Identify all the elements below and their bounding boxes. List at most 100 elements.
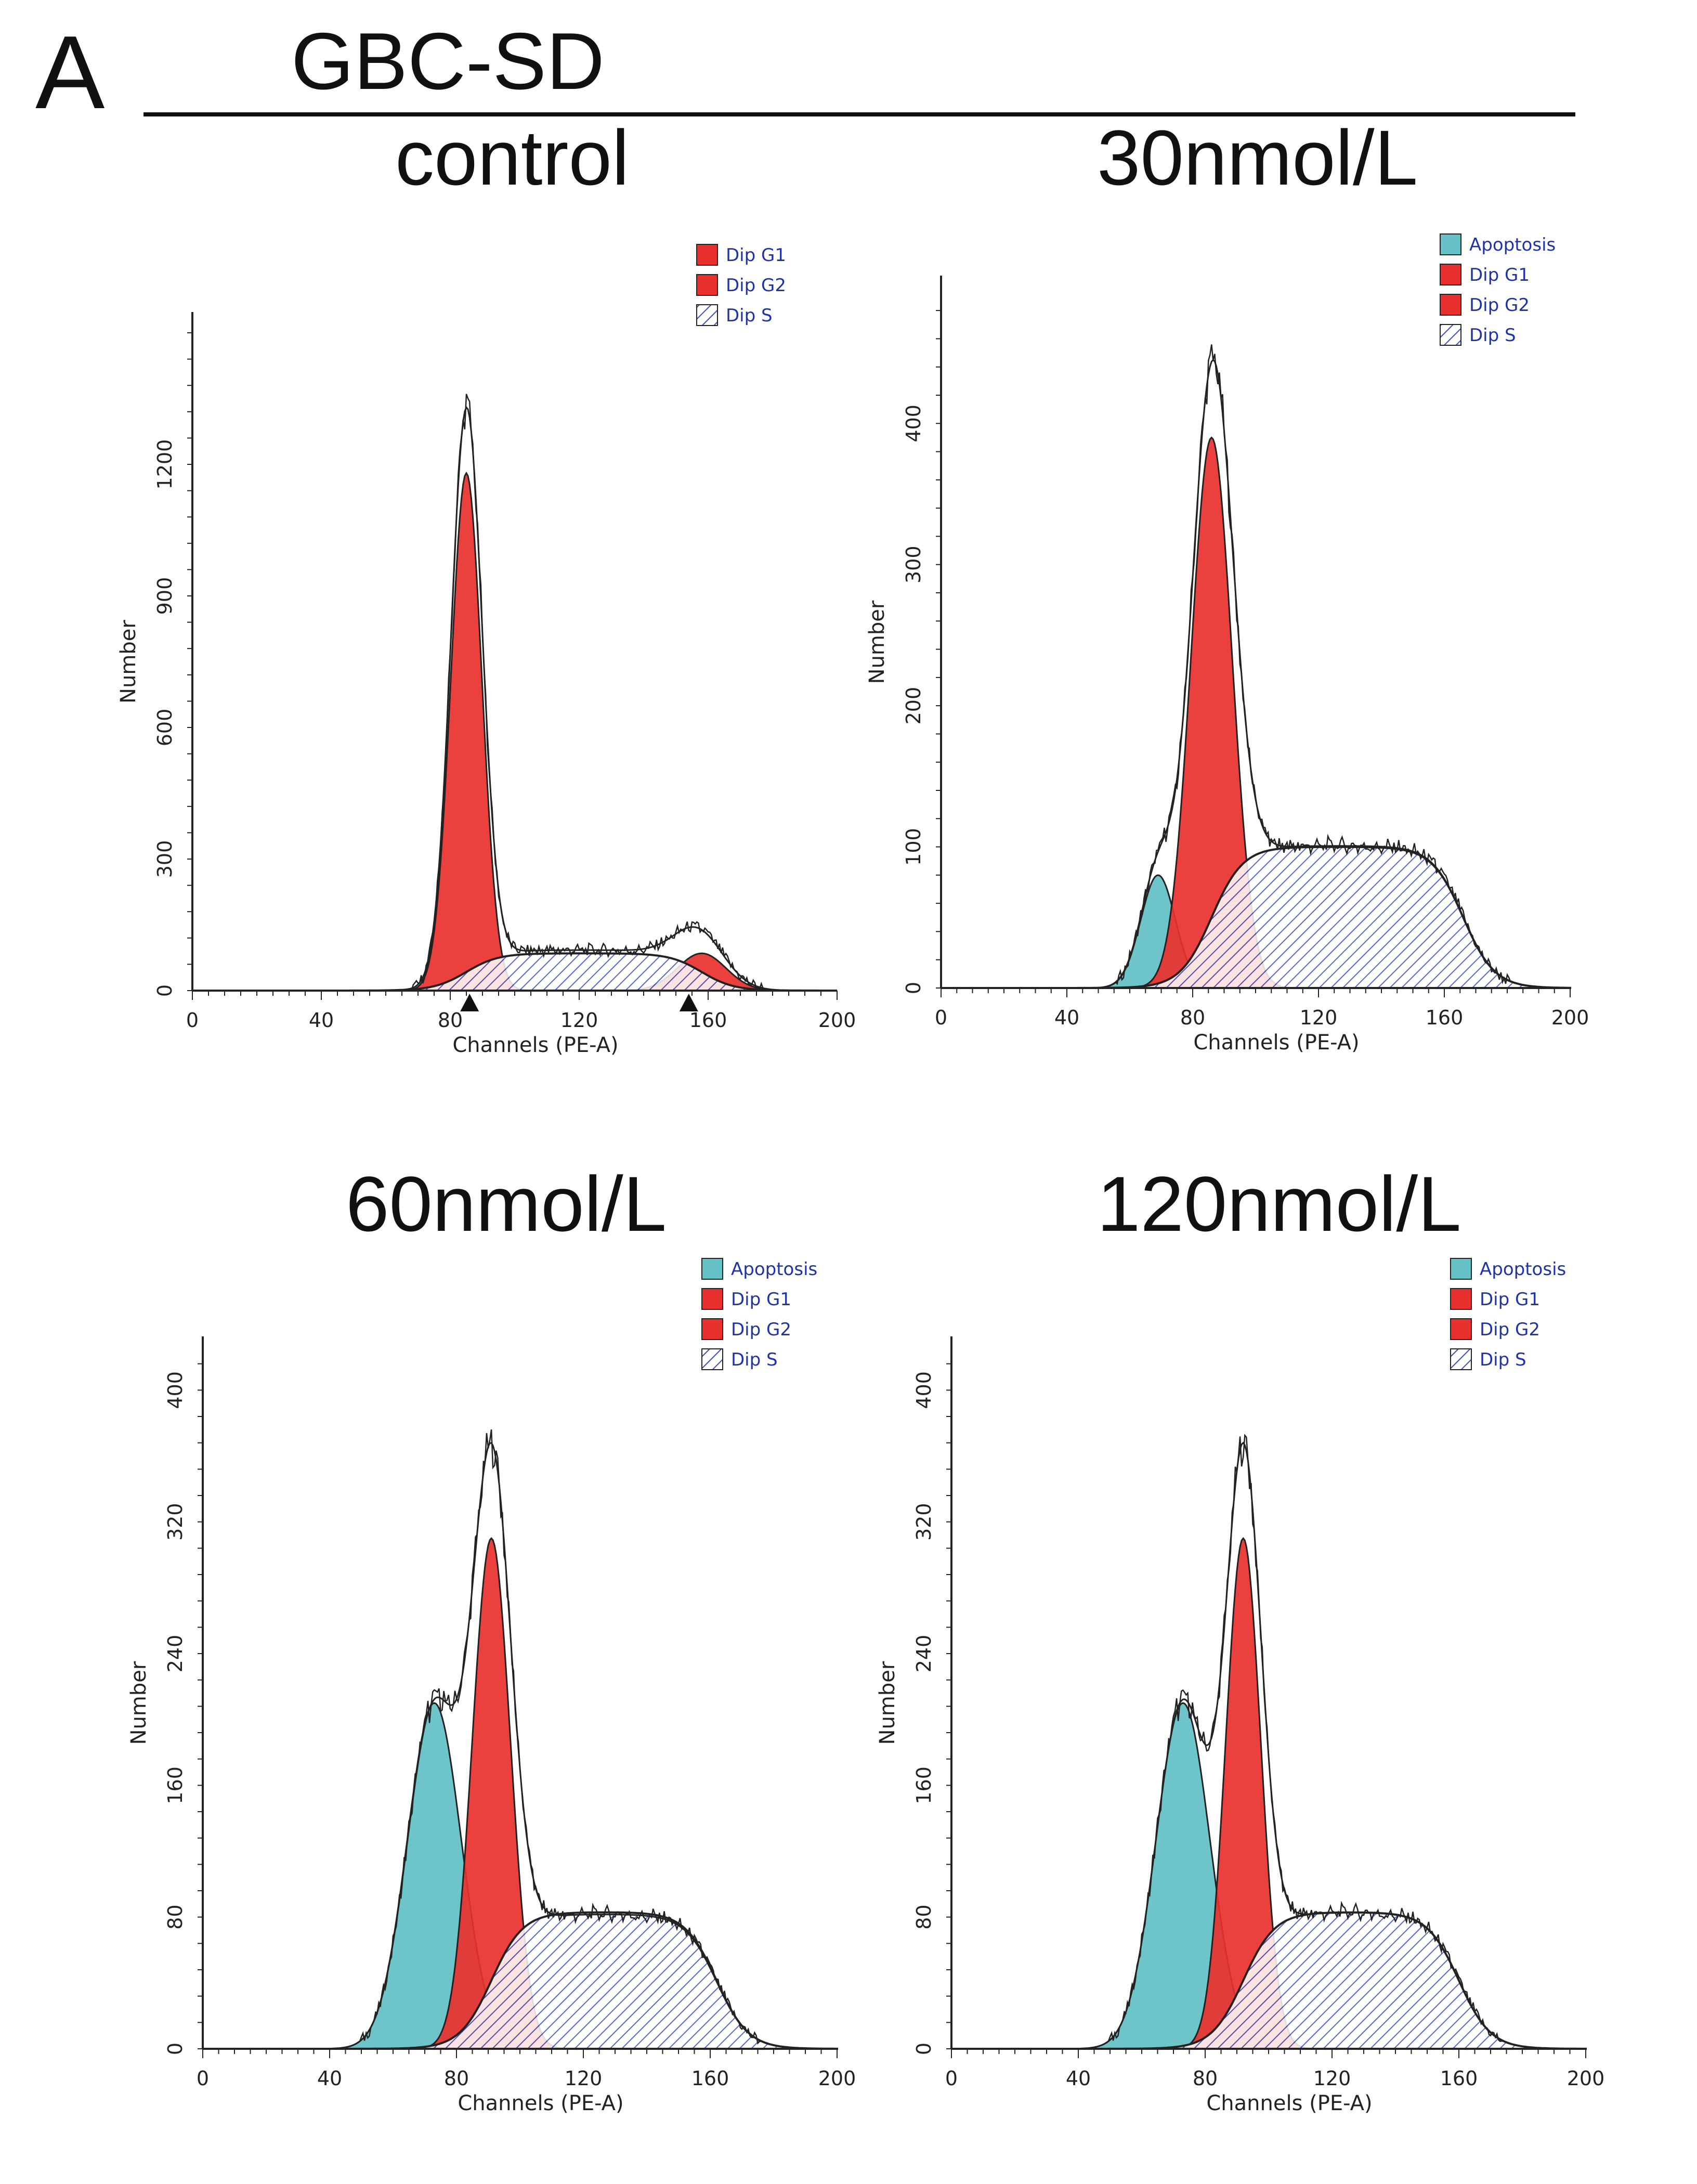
x-tick-label: 80	[438, 1009, 463, 1032]
legend-label-apoptosis: Apoptosis	[1480, 1259, 1566, 1280]
legend-swatch-g1	[1440, 264, 1461, 285]
legend-label-s: Dip S	[1480, 1349, 1526, 1370]
histogram-control: 0 40 80 120 160 200 0 300 600 900 1200 Channels (PE…	[116, 244, 856, 1057]
chart-title-60nmol: 60nmol/L	[346, 1160, 667, 1247]
legend-label-s: Dip S	[726, 305, 773, 326]
x-tick-label: 0	[186, 1009, 199, 1032]
x-tick-label: 120	[560, 1009, 598, 1032]
legend-swatch-g2	[701, 1318, 723, 1340]
legend-label-apoptosis: Apoptosis	[1469, 235, 1556, 255]
x-tick-label: 160	[1440, 2067, 1478, 2090]
legend-swatch-g2	[696, 274, 718, 296]
y-tick-label: 400	[164, 1371, 187, 1409]
x-tick-label: 0	[935, 1006, 947, 1029]
legend-label-g1: Dip G1	[731, 1289, 791, 1310]
x-tick-label: 40	[317, 2067, 342, 2090]
x-axis-title: Channels (PE-A)	[458, 2091, 623, 2115]
dip-s-area	[941, 846, 1571, 989]
x-tick-label: 0	[945, 2067, 958, 2090]
legend-label-g1: Dip G1	[1469, 265, 1530, 285]
x-tick-label: 120	[1300, 1006, 1338, 1029]
y-tick-label: 400	[902, 405, 925, 443]
x-tick-label: 80	[1180, 1006, 1205, 1029]
legend-swatch-g2	[1450, 1318, 1472, 1340]
legend-swatch-apoptosis	[1440, 233, 1461, 255]
y-tick-label: 320	[912, 1503, 935, 1541]
legend-label-g1: Dip G1	[1480, 1289, 1540, 1310]
y-axis-title: Number	[116, 620, 140, 704]
legend-label-g2: Dip G2	[1469, 295, 1530, 316]
y-tick-label: 600	[153, 709, 176, 747]
peak-marker-icon	[460, 994, 479, 1011]
y-tick-label: 1200	[153, 439, 176, 490]
legend-swatch-g1	[701, 1288, 723, 1310]
y-tick-label: 240	[912, 1635, 935, 1673]
x-axis-title: Channels (PE-A)	[452, 1033, 618, 1057]
panel-label: A	[35, 15, 105, 131]
legend-swatch-g1	[696, 244, 718, 266]
legend-label-g2: Dip G2	[726, 275, 786, 296]
cell-line-title: GBC-SD	[291, 16, 605, 106]
chart-title-30nmol: 30nmol/L	[1097, 114, 1418, 201]
legend-swatch-g1	[1450, 1288, 1472, 1310]
x-tick-label: 200	[818, 1009, 856, 1032]
legend-label-g2: Dip G2	[731, 1319, 791, 1340]
x-tick-label: 0	[197, 2067, 209, 2090]
x-tick-label: 160	[691, 2067, 729, 2090]
x-tick-label: 200	[1567, 2067, 1605, 2090]
legend-swatch-apoptosis	[1450, 1258, 1472, 1280]
y-tick-label: 300	[902, 545, 925, 583]
y-tick-label: 0	[902, 982, 925, 994]
y-tick-label: 0	[912, 2043, 935, 2055]
y-tick-label: 320	[164, 1503, 187, 1541]
dip-g1-area	[192, 471, 837, 992]
x-tick-label: 120	[565, 2067, 603, 2090]
x-tick-label: 160	[689, 1009, 727, 1032]
legend-swatch-s	[696, 304, 718, 326]
y-tick-label: 0	[164, 2043, 187, 2055]
y-tick-label: 160	[164, 1766, 187, 1804]
legend-swatch-s	[701, 1348, 723, 1370]
legend-swatch-s	[1440, 324, 1461, 346]
y-tick-label: 80	[164, 1904, 187, 1929]
x-tick-label: 40	[1054, 1006, 1079, 1029]
legend-swatch-g2	[1440, 294, 1461, 316]
x-tick-label: 80	[444, 2067, 469, 2090]
legend-swatch-apoptosis	[701, 1258, 723, 1280]
histogram-30nmol: 0 40 80 120 160 200 0 100 200 300 400 Channels (PE-…	[865, 233, 1589, 1055]
y-tick-label: 160	[912, 1766, 935, 1804]
x-tick-label: 120	[1313, 2067, 1351, 2090]
legend-label-g2: Dip G2	[1480, 1319, 1540, 1340]
x-tick-label: 200	[818, 2067, 856, 2090]
legend-label-g1: Dip G1	[726, 245, 786, 266]
chart-title-120nmol: 120nmol/L	[1097, 1160, 1461, 1247]
model-fit-line	[192, 406, 837, 992]
x-tick-label: 200	[1551, 1006, 1589, 1029]
x-tick-label: 40	[1066, 2067, 1091, 2090]
x-tick-label: 80	[1193, 2067, 1218, 2090]
legend-label-s: Dip S	[731, 1349, 778, 1370]
x-axis-title: Channels (PE-A)	[1206, 2091, 1372, 2115]
y-tick-label: 0	[153, 984, 176, 997]
y-tick-label: 300	[153, 840, 176, 878]
peak-marker-icon	[679, 994, 698, 1011]
y-axis-title: Number	[127, 1661, 151, 1745]
chart-title-control: control	[395, 114, 630, 201]
y-tick-label: 240	[164, 1635, 187, 1673]
x-tick-label: 40	[309, 1009, 334, 1032]
legend-label-s: Dip S	[1469, 325, 1516, 346]
histogram-60nmol: 0 40 80 120 160 200 0 80 160 240 320 400 Channels (P…	[127, 1258, 856, 2115]
y-tick-label: 400	[912, 1371, 935, 1409]
y-axis-title: Number	[865, 600, 889, 684]
y-axis-title: Number	[876, 1661, 899, 1745]
y-tick-label: 100	[902, 828, 925, 866]
y-tick-label: 900	[153, 577, 176, 615]
title-underline	[143, 112, 1575, 116]
legend-swatch-s	[1450, 1348, 1472, 1370]
legend-label-apoptosis: Apoptosis	[731, 1259, 817, 1280]
y-tick-label: 200	[902, 687, 925, 725]
histogram-raw-line	[192, 394, 837, 992]
y-tick-label: 80	[912, 1904, 935, 1929]
histogram-120nmol: 0 40 80 120 160 200 0 80 160 240 320 400 Channels (P…	[876, 1258, 1605, 2115]
x-axis-title: Channels (PE-A)	[1193, 1031, 1359, 1055]
